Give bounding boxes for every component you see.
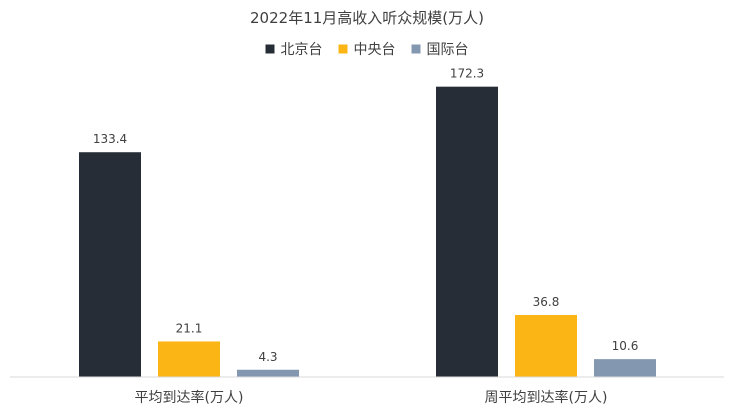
bar-3-1 [237, 369, 299, 377]
bar-2-2 [515, 314, 577, 377]
legend-swatch-3 [411, 44, 421, 54]
data-label-3-2: 10.6 [612, 339, 639, 353]
data-label-2-2: 36.8 [533, 295, 560, 309]
data-label-1-2: 172.3 [450, 67, 484, 81]
legend-label-1: 北京台 [281, 42, 323, 58]
category-label-1: 平均到达率(万人) [135, 389, 244, 406]
data-label-3-1: 4.3 [258, 350, 277, 364]
legend-label-3: 国际台 [427, 42, 469, 58]
data-label-2-1: 21.1 [176, 321, 203, 335]
legend: 北京台 中央台 国际台 [265, 42, 469, 58]
chart-title: 2022年11月高收入听众规模(万人) [250, 9, 484, 27]
bar-1-1 [79, 152, 141, 377]
category-labels: 平均到达率(万人) 周平均到达率(万人) [135, 389, 608, 406]
data-label-1-1: 133.4 [93, 132, 127, 146]
bar-1-2 [436, 86, 498, 377]
data-labels: 133.4 21.1 4.3 172.3 36.8 10.6 [93, 67, 639, 364]
bar-3-2 [594, 359, 656, 377]
legend-swatch-2 [338, 44, 348, 54]
legend-label-2: 中央台 [354, 42, 396, 58]
bar-2-1 [158, 341, 220, 377]
category-label-2: 周平均到达率(万人) [485, 389, 608, 406]
bars [79, 86, 656, 377]
legend-swatch-1 [265, 44, 275, 54]
